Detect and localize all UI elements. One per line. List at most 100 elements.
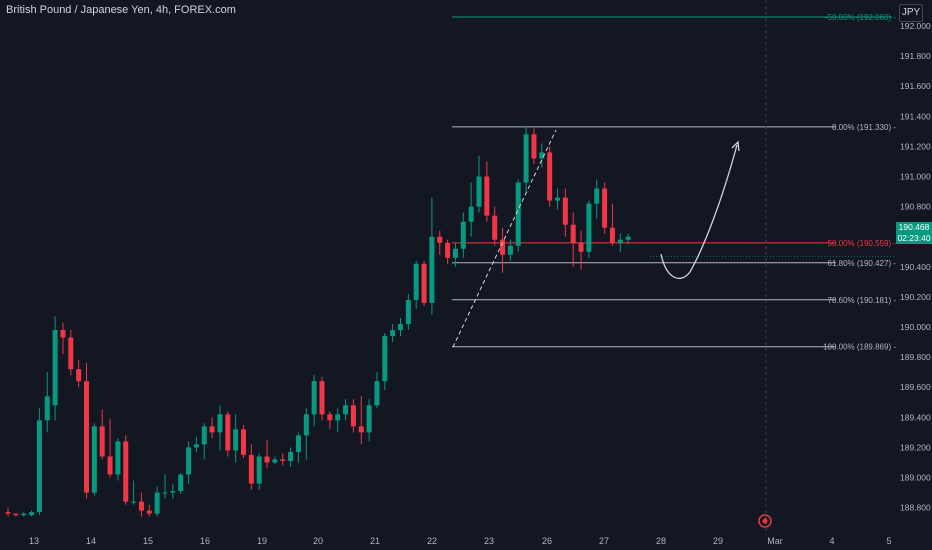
x-tick-label: 27 bbox=[599, 536, 609, 546]
time-axis[interactable]: 13 14 15 16 19 20 21 22 23 26 27 28 29 Mar 4 5 bbox=[29, 536, 892, 546]
x-tick-label: 5 bbox=[886, 536, 891, 546]
candle-body bbox=[531, 134, 537, 159]
x-tick-label: 26 bbox=[542, 536, 552, 546]
chart-title: British Pound / Japanese Yen, 4h, FOREX.… bbox=[6, 4, 236, 16]
candle-body bbox=[539, 152, 545, 159]
candle-body bbox=[123, 441, 129, 502]
candle-body bbox=[303, 414, 309, 436]
y-tick-label: 191.800 bbox=[900, 51, 931, 61]
fib-level-label: 50.00% (190.559) - bbox=[828, 239, 897, 248]
fib-level-label: 78.60% (190.181) - bbox=[828, 296, 897, 305]
candle-body bbox=[264, 456, 270, 463]
currency-label[interactable]: JPY bbox=[899, 4, 923, 22]
last-price-value: 190.468 bbox=[898, 222, 930, 232]
candle-body bbox=[429, 236, 435, 303]
candle-body bbox=[515, 182, 521, 246]
candle-body bbox=[476, 176, 482, 207]
fib-level-label: 100.00% (189.869) - bbox=[823, 343, 896, 352]
candle-body bbox=[547, 152, 553, 201]
x-tick-label: 20 bbox=[313, 536, 323, 546]
candle-body bbox=[413, 263, 419, 300]
candle-body bbox=[500, 239, 506, 255]
x-tick-label: 13 bbox=[29, 536, 39, 546]
candle-body bbox=[484, 176, 490, 216]
candle-body bbox=[586, 203, 592, 252]
candle-body bbox=[382, 336, 388, 382]
candle-body bbox=[170, 491, 176, 493]
candle-body bbox=[131, 501, 137, 503]
candle-body bbox=[115, 441, 121, 475]
x-tick-label: 14 bbox=[86, 536, 96, 546]
fib-level-label: -50.00% (192.060) - bbox=[825, 13, 896, 22]
candle-body bbox=[405, 299, 411, 325]
drawings[interactable] bbox=[452, 0, 767, 535]
y-tick-label: 192.000 bbox=[900, 21, 931, 31]
y-tick-label: 191.600 bbox=[900, 81, 931, 91]
candle-body bbox=[217, 414, 223, 433]
candle-body bbox=[91, 426, 97, 493]
y-tick-label: 189.200 bbox=[900, 442, 931, 452]
candle-body bbox=[421, 263, 427, 303]
x-tick-label: 15 bbox=[143, 536, 153, 546]
x-tick-label: 29 bbox=[713, 536, 723, 546]
candle-body bbox=[186, 447, 192, 475]
candle-body bbox=[225, 414, 231, 451]
candle-body bbox=[398, 324, 403, 331]
candle-body bbox=[201, 426, 207, 445]
candle-body bbox=[233, 429, 239, 451]
price-axis[interactable]: 192.000 191.800 191.600 191.400 191.200 191.0… bbox=[900, 21, 931, 513]
candle-body bbox=[327, 414, 333, 421]
candle-body bbox=[335, 414, 341, 421]
candle-body bbox=[617, 239, 623, 243]
candle-body bbox=[36, 420, 42, 513]
y-tick-label: 190.400 bbox=[900, 262, 931, 272]
candle-body bbox=[468, 206, 474, 222]
x-tick-label: 16 bbox=[200, 536, 210, 546]
candle-body bbox=[241, 429, 246, 455]
trend-dashed-line[interactable] bbox=[452, 129, 557, 348]
candle-body bbox=[209, 426, 215, 433]
candle-body bbox=[280, 459, 286, 461]
candle-body bbox=[602, 188, 608, 228]
candle-body bbox=[248, 454, 254, 484]
candle-body bbox=[555, 197, 560, 201]
candle-body bbox=[594, 188, 600, 204]
candle-body bbox=[609, 227, 615, 243]
candle-body bbox=[52, 330, 58, 406]
candle-body bbox=[366, 405, 372, 433]
y-tick-label: 189.600 bbox=[900, 382, 931, 392]
candle-body bbox=[460, 221, 466, 249]
candles bbox=[5, 126, 631, 517]
candle-body bbox=[154, 492, 160, 514]
fib-retracement[interactable]: -50.00% (192.060) - 0.00% (191.330) - 50.0… bbox=[452, 13, 896, 352]
x-tick-label: 19 bbox=[257, 536, 267, 546]
candle-body bbox=[358, 426, 364, 433]
last-price-tag: 190.468 02:23:40 bbox=[896, 222, 932, 244]
candle-body bbox=[295, 435, 301, 452]
candle-body bbox=[29, 512, 35, 516]
candle-body bbox=[578, 242, 584, 252]
candle-body bbox=[319, 381, 325, 415]
candle-body bbox=[68, 337, 74, 370]
candle-body bbox=[562, 197, 568, 225]
x-tick-label: 22 bbox=[427, 536, 437, 546]
candle-body bbox=[390, 330, 396, 337]
y-tick-label: 191.200 bbox=[900, 141, 931, 151]
y-tick-label: 190.000 bbox=[900, 322, 931, 332]
event-marker-icon[interactable] bbox=[758, 514, 772, 528]
candle-body bbox=[107, 456, 113, 475]
candle-body bbox=[193, 444, 199, 448]
candle-body bbox=[523, 134, 529, 183]
projection-arrow-curve[interactable] bbox=[660, 144, 738, 279]
candle-body bbox=[350, 405, 356, 427]
candle-body bbox=[272, 459, 278, 463]
candle-body bbox=[76, 369, 82, 382]
candle-body bbox=[178, 474, 184, 492]
candle-body bbox=[44, 396, 50, 421]
candle-body bbox=[21, 513, 27, 516]
x-tick-label: 28 bbox=[656, 536, 666, 546]
y-tick-label: 189.400 bbox=[900, 412, 931, 422]
y-tick-label: 188.800 bbox=[900, 503, 931, 513]
candle-body bbox=[445, 242, 451, 258]
